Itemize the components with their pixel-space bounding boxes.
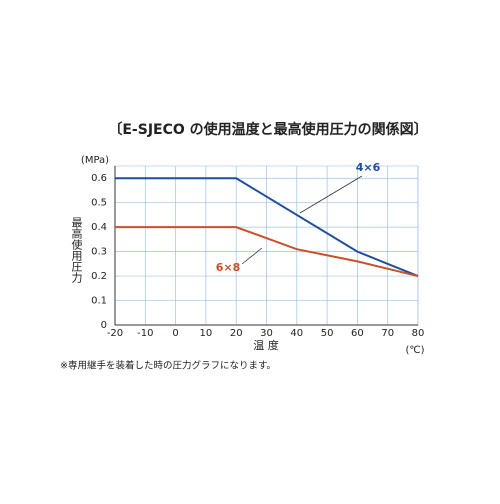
y-tick-label: 0.2 — [91, 271, 107, 282]
x-tick-label: 70 — [381, 328, 394, 339]
series-label: 6×8 — [216, 261, 241, 274]
leader-line — [241, 247, 263, 265]
x-tick-label: 50 — [321, 328, 334, 339]
y-label: 最高使用圧力 — [70, 217, 83, 283]
x-tick-label: 80 — [412, 328, 425, 339]
y-tick-label: 0.4 — [91, 222, 107, 233]
x-tick-label: -20 — [107, 328, 123, 339]
series-line — [115, 226, 419, 278]
y-tick-label: 0 — [101, 320, 107, 331]
note: ※専用継手を装着した時の圧力グラフになります。 — [60, 360, 276, 372]
series-line — [115, 177, 419, 278]
x-tick-label: 0 — [172, 328, 178, 339]
x-tick-label: 20 — [230, 328, 243, 339]
x-label: 温 度 — [253, 338, 279, 352]
x-tick-label: 40 — [290, 328, 303, 339]
series-label: 4×6 — [356, 161, 381, 174]
y-tick-label: 0.5 — [91, 198, 107, 209]
y-tick-label: 0.6 — [91, 173, 107, 184]
y-unit: (MPa) — [81, 155, 109, 166]
x-tick-label: 10 — [200, 328, 213, 339]
y-tick-label: 0.3 — [91, 247, 107, 258]
chart-title: 〔E-SJECO の使用温度と最高使用圧力の関係図〕 — [108, 121, 427, 138]
leader-line — [299, 175, 363, 214]
y-tick-label: 0.1 — [91, 296, 107, 307]
x-tick-label: -10 — [137, 328, 153, 339]
x-unit: (℃) — [405, 345, 424, 356]
x-tick-label: 30 — [260, 328, 273, 339]
x-tick-label: 60 — [351, 328, 364, 339]
